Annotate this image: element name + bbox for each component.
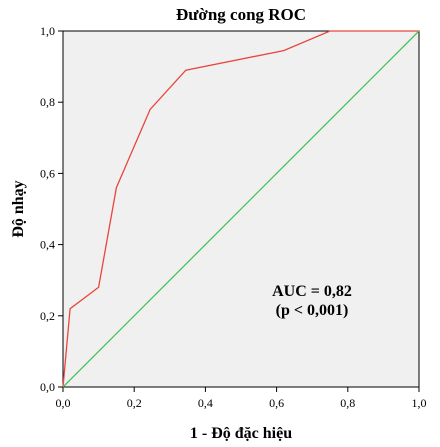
- x-tick-label: 0,6: [269, 396, 284, 410]
- y-tick-label: 0,8: [40, 95, 55, 109]
- x-tick-label: 0,2: [127, 396, 142, 410]
- x-axis-label: 1 - Độ đặc hiệu: [190, 425, 292, 442]
- p-value-annotation: (p < 0,001): [276, 302, 349, 319]
- axis-ticks: 0,0 0,2 0,4 0,6 0,8 1,0 0,0 0,2 0,4 0,6 0,8 1,0: [40, 24, 427, 410]
- y-tick-label: 1,0: [40, 24, 55, 38]
- reference-line: [62, 30, 420, 388]
- curves: [62, 30, 420, 388]
- x-tick-label: 0,4: [198, 396, 213, 410]
- y-tick-label: 0,0: [40, 380, 55, 394]
- y-tick-label: 0,4: [40, 238, 55, 252]
- roc-curve: [62, 30, 419, 388]
- x-tick-label: 0,0: [56, 396, 71, 410]
- auc-annotation: AUC = 0,82: [272, 283, 352, 300]
- y-tick-label: 0,2: [40, 309, 55, 323]
- y-tick-label: 0,6: [40, 166, 55, 180]
- y-axis-label: Độ nhạy: [10, 180, 27, 237]
- x-tick-label: 1,0: [412, 396, 427, 410]
- x-tick-label: 0,8: [340, 396, 355, 410]
- chart-title: Đường cong ROC: [176, 5, 306, 24]
